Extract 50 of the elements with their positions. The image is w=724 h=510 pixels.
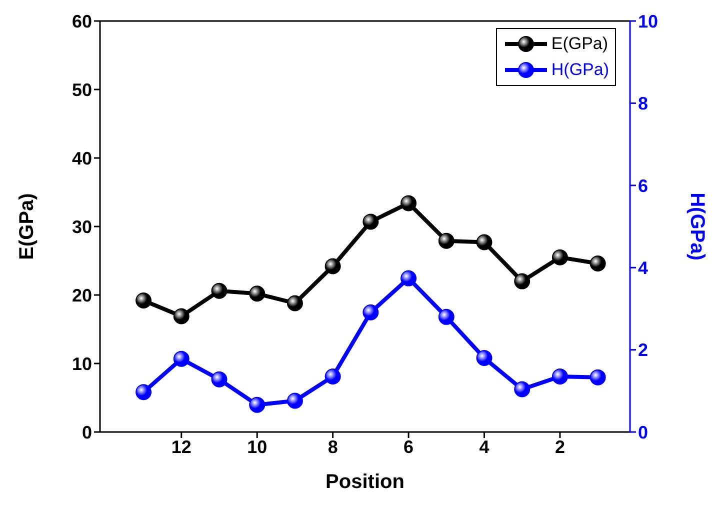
point [136,292,152,308]
y2-tick-label: 2 [638,340,648,360]
point [286,392,303,409]
legend-label: E(GPa) [551,34,608,54]
point [362,214,379,230]
point [514,381,530,398]
legend-label: H(GPa) [551,60,609,80]
point [249,396,266,413]
point [552,368,568,385]
x-tick-label: 6 [404,436,414,457]
y2-tick-label: 6 [638,176,648,196]
point [476,350,492,366]
y2-tick-label: 8 [638,94,648,114]
x-tick-label: 2 [554,436,565,457]
point [590,369,606,386]
y-tick-label: 0 [82,422,92,442]
y2-tick-label: 4 [638,258,648,278]
point [362,304,379,320]
point [438,308,454,325]
point [173,350,190,367]
point [400,195,417,212]
y-tick-label: 20 [72,285,92,306]
point [136,384,152,400]
y2-tick-label: 10 [638,11,658,32]
y-tick-label: 30 [72,216,92,237]
point [514,273,530,290]
y2-tick-label: 0 [638,422,648,442]
x-tick-label: 10 [247,436,268,457]
y-tick-label: 60 [72,11,92,32]
y2-axis-title: H(GPa) [686,192,708,260]
y-tick-label: 40 [72,148,92,168]
point [438,232,454,249]
point [211,371,228,388]
x-tick-label: 8 [328,436,338,457]
x-tick-label: 4 [479,436,490,457]
point [400,270,417,286]
point [286,295,303,312]
point [590,255,606,272]
x-tick-label: 12 [171,436,192,457]
point [476,234,492,250]
y-tick-label: 10 [72,354,92,374]
point [324,368,341,385]
x-axis-title: Position [326,471,404,493]
y-axis-title: E(GPa) [16,193,38,260]
point [173,308,190,324]
point [552,249,568,266]
point [324,258,341,274]
point [211,282,228,299]
y-tick-label: 50 [72,80,92,100]
point [249,286,266,302]
